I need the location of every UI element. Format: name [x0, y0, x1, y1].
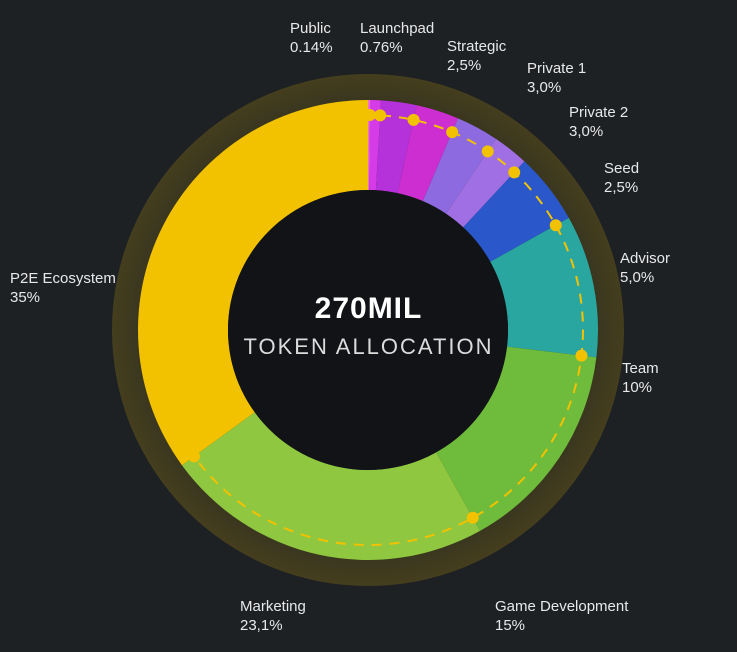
label-name: Advisor — [620, 250, 670, 269]
label-private-2: Private 23,0% — [569, 104, 628, 142]
label-p2e-ecosystem: P2E Ecosystem35% — [10, 270, 116, 308]
label-seed: Seed2,5% — [604, 160, 639, 198]
label-name: Marketing — [240, 598, 306, 617]
label-game-development: Game Development15% — [495, 598, 628, 636]
label-strategic: Strategic2,5% — [447, 38, 506, 76]
boundary-dot — [482, 145, 494, 157]
label-marketing: Marketing23,1% — [240, 598, 306, 636]
boundary-dot — [188, 450, 200, 462]
token-allocation-chart: 270MIL TOKEN ALLOCATION Public0.14%Launc… — [0, 0, 737, 652]
label-name: Public — [290, 20, 333, 39]
label-team: Team10% — [622, 360, 659, 398]
label-name: Launchpad — [360, 20, 434, 39]
boundary-dot — [575, 350, 587, 362]
label-value: 2,5% — [604, 179, 639, 198]
boundary-dot — [374, 109, 386, 121]
label-name: Private 2 — [569, 104, 628, 123]
label-value: 3,0% — [569, 123, 628, 142]
label-name: Team — [622, 360, 659, 379]
label-name: Game Development — [495, 598, 628, 617]
label-value: 10% — [622, 379, 659, 398]
label-name: Strategic — [447, 38, 506, 57]
boundary-dot — [408, 114, 420, 126]
label-advisor: Advisor5,0% — [620, 250, 670, 288]
label-name: P2E Ecosystem — [10, 270, 116, 289]
label-value: 15% — [495, 617, 628, 636]
label-value: 3,0% — [527, 79, 586, 98]
boundary-dot — [362, 109, 374, 121]
label-value: 0.76% — [360, 39, 434, 58]
donut-svg — [0, 0, 737, 652]
label-name: Seed — [604, 160, 639, 179]
label-private-1: Private 13,0% — [527, 60, 586, 98]
boundary-dot — [508, 166, 520, 178]
boundary-dot — [550, 219, 562, 231]
label-value: 5,0% — [620, 269, 670, 288]
boundary-dot — [467, 512, 479, 524]
label-value: 0.14% — [290, 39, 333, 58]
label-value: 23,1% — [240, 617, 306, 636]
label-value: 35% — [10, 289, 116, 308]
boundary-dot — [446, 126, 458, 138]
label-public: Public0.14% — [290, 20, 333, 58]
label-name: Private 1 — [527, 60, 586, 79]
label-launchpad: Launchpad0.76% — [360, 20, 434, 58]
label-value: 2,5% — [447, 57, 506, 76]
